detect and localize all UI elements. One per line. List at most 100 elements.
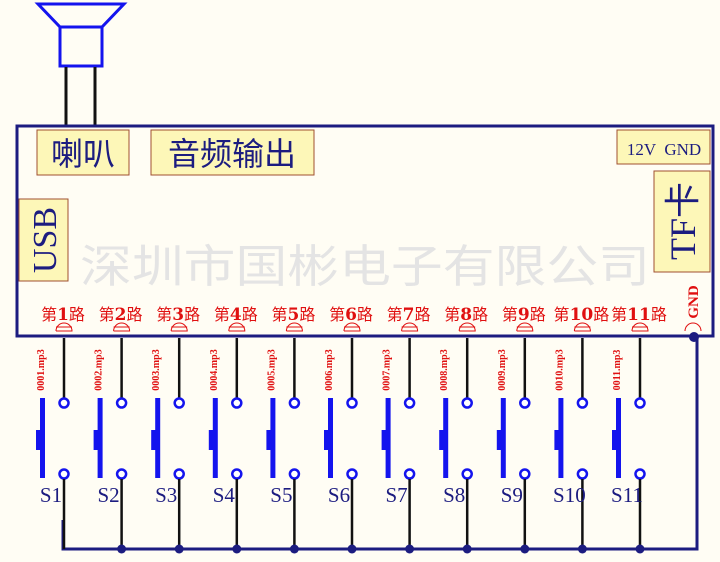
switch-contact-top: [288, 397, 301, 409]
switch-contact-top: [231, 397, 243, 409]
bus-junction: [520, 544, 530, 554]
switch-contact-bottom: [58, 468, 70, 480]
channel-5: 第5路 0005.mp3 S5: [266, 305, 315, 554]
channel-4: 第4路 0004.mp3 S4: [208, 305, 258, 554]
channel-label: 第11路: [611, 305, 667, 325]
switch-contact-bottom: [288, 468, 301, 480]
switch-contact-bottom: [519, 468, 531, 480]
channel-2: 第2路 0002.mp3 S2: [93, 305, 143, 554]
channel-label: 第1路: [41, 305, 85, 325]
switch-contact-bottom: [634, 468, 646, 480]
switch-contact-top: [519, 397, 531, 409]
switch-label: S8: [443, 483, 465, 507]
usb-label-box: USB: [18, 198, 69, 282]
switch-contact-top: [115, 397, 128, 409]
switch-contact-top: [576, 397, 589, 409]
input-pin: [113, 322, 131, 332]
switch-actuator-icon: [93, 398, 103, 478]
speaker-icon: [34, 2, 128, 126]
channel-7: 第7路 0007.mp3 S7: [381, 305, 431, 554]
switch-label: S9: [501, 483, 523, 507]
file-name-label: 0005.mp3: [266, 349, 277, 390]
power-label: 12V GND: [627, 140, 701, 159]
channel-6: 第6路 0006.mp3 S6: [324, 305, 373, 554]
channel-3: 第3路 0003.mp3 S3: [151, 305, 200, 554]
channel-label: 第9路: [502, 305, 546, 325]
input-pin: [458, 322, 476, 332]
audio-output-label: 音频输出: [168, 135, 296, 173]
channel-label: 第2路: [99, 305, 143, 325]
file-name-label: 0006.mp3: [324, 349, 335, 390]
input-pin: [631, 322, 649, 332]
channel-9: 第9路 0009.mp3 S9: [496, 305, 546, 554]
channel-label: 第3路: [156, 305, 200, 325]
switch-contact-top: [634, 397, 646, 409]
switch-contact-bottom: [403, 468, 416, 480]
input-pin: [55, 322, 73, 332]
channel-1: 第1路 0001.mp3 S1: [36, 305, 85, 549]
switch-actuator-icon: [612, 398, 621, 478]
switch-label: S4: [213, 483, 236, 507]
audio-output-label-box: 音频输出: [150, 129, 315, 176]
switch-label: S2: [98, 483, 120, 507]
switch-actuator-icon: [36, 398, 45, 478]
file-name-label: 0011.mp3: [612, 350, 623, 391]
switch-label: S10: [553, 483, 586, 507]
switch-actuator-icon: [381, 398, 391, 478]
bus-junction: [635, 544, 645, 554]
power-label-box: 12V GND: [616, 129, 711, 165]
tf-card-label-box: TF卡: [653, 170, 711, 273]
bus-junction: [289, 544, 299, 554]
module-board: [15, 124, 715, 338]
switch-contact-bottom: [576, 468, 589, 480]
file-name-label: 0008.mp3: [439, 349, 450, 390]
switch-actuator-icon: [266, 398, 276, 478]
input-pin: [170, 322, 188, 332]
switch-contact-bottom: [231, 468, 243, 480]
file-name-label: 0001.mp3: [36, 349, 47, 390]
bus-junction: [462, 544, 472, 554]
switch-contact-top: [461, 397, 473, 409]
switch-contact-bottom: [115, 468, 128, 480]
channel-8: 第8路 0008.mp3 S8: [439, 305, 488, 554]
file-name-label: 0002.mp3: [94, 349, 105, 390]
input-pin: [573, 322, 591, 332]
channel-label: 第4路: [214, 305, 258, 325]
switch-contact-bottom: [346, 468, 358, 480]
input-pin: [516, 322, 534, 332]
speaker-label: 喇叭: [51, 135, 115, 173]
switch-contact-top: [403, 397, 416, 409]
switch-label: S11: [611, 483, 643, 507]
file-name-label: 0003.mp3: [151, 349, 162, 390]
channel-10: 第10路 0010.mp3 S10: [553, 305, 609, 554]
file-name-label: 0004.mp3: [209, 349, 220, 390]
input-pin: [401, 322, 419, 332]
channel-label: 第8路: [444, 305, 488, 325]
switch-contact-bottom: [173, 468, 185, 480]
input-pin: [228, 322, 246, 332]
switch-actuator-icon: [324, 398, 333, 478]
switch-contact-top: [58, 397, 70, 409]
channel-label: 第10路: [554, 305, 610, 325]
file-name-label: 0009.mp3: [497, 349, 508, 390]
switch-actuator-icon: [151, 398, 161, 478]
bus-junction: [405, 544, 415, 554]
switch-label: S7: [386, 483, 408, 507]
switch-contact-bottom: [461, 468, 473, 480]
channels: 第1路0001.mp3S1第2路0002.mp3S2第3路0003.mp3S3第…: [36, 305, 667, 554]
switch-actuator-icon: [439, 398, 449, 478]
switch-label: S1: [40, 483, 62, 507]
input-pin: [343, 322, 361, 332]
gnd-pin: [684, 322, 702, 332]
file-name-label: 0007.mp3: [382, 349, 393, 390]
channel-label: 第7路: [387, 305, 431, 325]
tf-card-label: TF卡: [663, 182, 703, 260]
switch-actuator-icon: [496, 398, 506, 478]
bus-junction: [577, 544, 587, 554]
switch-label: S3: [155, 483, 177, 507]
watermark: 深圳市国彬电子有限公司: [80, 240, 650, 293]
usb-label: USB: [27, 207, 64, 273]
channel-label: 第6路: [329, 305, 373, 325]
switch-actuator-icon: [208, 398, 218, 478]
